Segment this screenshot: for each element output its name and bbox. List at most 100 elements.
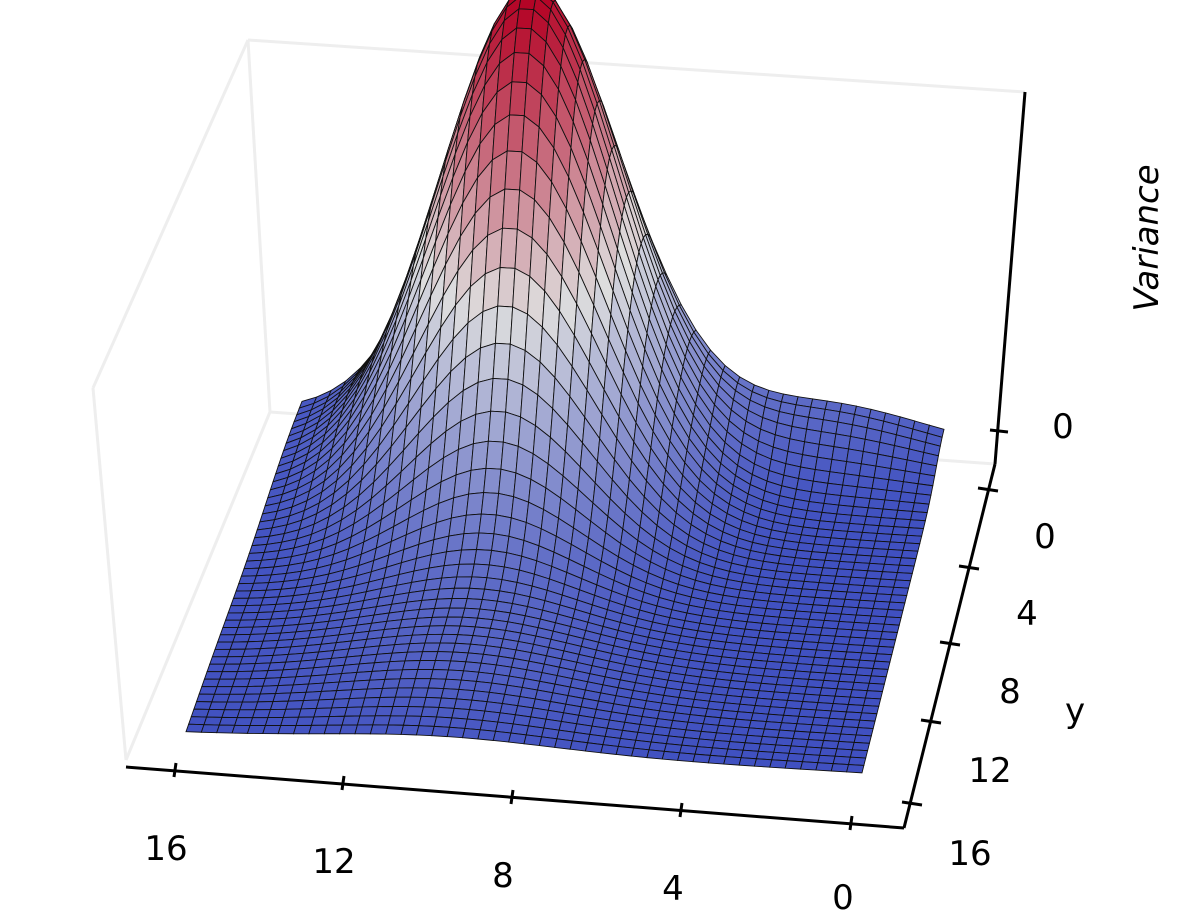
surface-facet xyxy=(855,727,874,737)
surface-facet xyxy=(323,724,343,735)
surface-facet xyxy=(849,514,867,526)
y-axis-tick xyxy=(939,640,961,647)
surface-facet xyxy=(372,715,392,726)
surface-facet xyxy=(600,744,619,755)
surface-facet xyxy=(436,587,455,600)
surface-facet xyxy=(803,746,823,756)
surface-facet xyxy=(827,471,846,486)
surface-facet xyxy=(448,717,468,729)
surface-facet xyxy=(381,678,401,689)
surface-facet xyxy=(864,630,883,640)
surface-facet xyxy=(895,509,914,521)
surface-facet xyxy=(853,674,872,684)
surface-facet xyxy=(870,548,889,558)
surface-facet xyxy=(840,666,859,676)
surface-facet xyxy=(465,492,485,516)
surface-facet xyxy=(840,484,858,498)
surface-facet xyxy=(379,687,399,698)
x-tick-label: 12 xyxy=(312,842,355,882)
axis-ticks xyxy=(172,428,1009,831)
surface-facet xyxy=(377,696,396,708)
surface-facet xyxy=(872,540,891,550)
surface-facet xyxy=(468,467,487,495)
surface-facet xyxy=(369,724,389,735)
surface-facet xyxy=(361,697,381,708)
surface-facet xyxy=(845,704,865,714)
surface-facet xyxy=(823,732,842,742)
surface-facet xyxy=(646,749,665,760)
surface-facet xyxy=(441,625,461,636)
surface-facet xyxy=(414,669,434,680)
surface-facet xyxy=(838,495,856,507)
surface-facet xyxy=(464,598,483,610)
surface-facet xyxy=(864,690,884,700)
surface-facet xyxy=(889,533,908,544)
surface-facet xyxy=(893,518,912,529)
surface-facet xyxy=(385,724,405,735)
surface-facet xyxy=(847,756,867,766)
surface-facet xyxy=(908,519,926,530)
y-axis-tick xyxy=(958,564,980,571)
surface-facet xyxy=(354,724,374,735)
surface-facet xyxy=(487,410,507,443)
surface-facet xyxy=(753,758,773,768)
surface-facet xyxy=(856,475,875,489)
surface-facet xyxy=(453,576,473,589)
surface-facet xyxy=(870,608,889,618)
surface-facet xyxy=(277,725,297,735)
surface-facet xyxy=(410,687,429,698)
surface-facet xyxy=(896,564,915,574)
x-tick-labels: 16 12 8 4 0 xyxy=(144,829,853,910)
surface-facet xyxy=(430,669,449,680)
surface-facet xyxy=(310,716,330,726)
surface-facet xyxy=(185,723,205,733)
surface-facet xyxy=(861,585,880,595)
surface-facet xyxy=(832,635,851,645)
surface-facet xyxy=(427,678,447,689)
surface-facet xyxy=(868,615,887,625)
surface-facet xyxy=(458,679,478,692)
surface-facet xyxy=(865,507,884,519)
surface-facet xyxy=(817,754,836,765)
surface-facet xyxy=(738,757,758,767)
surface-facet xyxy=(341,715,361,726)
surface-facet xyxy=(834,688,853,698)
surface-facet xyxy=(842,718,861,729)
surface-facet xyxy=(326,715,346,726)
surface-facet xyxy=(853,614,872,624)
surface-facet xyxy=(434,651,454,662)
surface-facet xyxy=(249,717,269,727)
surface-facet xyxy=(507,343,526,386)
surface-facet xyxy=(328,706,348,718)
surface-facet xyxy=(246,725,266,735)
surface-facet xyxy=(439,633,459,644)
surface-facet xyxy=(404,651,424,662)
surface-mesh xyxy=(185,0,945,774)
z-axis-tick xyxy=(989,428,1009,434)
surface-facet xyxy=(799,761,819,771)
z-axis-title: Variance xyxy=(1127,164,1167,311)
surface-facet xyxy=(887,601,906,611)
surface-facet xyxy=(807,731,827,741)
y-tick-label: 4 xyxy=(1016,594,1038,634)
surface-facet xyxy=(480,492,500,516)
surface-facet xyxy=(223,701,244,711)
surface-facet xyxy=(885,608,904,619)
surface-facet xyxy=(498,468,517,498)
surface-facet xyxy=(878,638,897,648)
surface-facet xyxy=(485,440,504,470)
surface-facet xyxy=(844,461,862,477)
surface-facet xyxy=(426,625,446,635)
surface-facet xyxy=(216,724,236,734)
surface-facet xyxy=(402,715,422,727)
surface-facet xyxy=(821,740,840,750)
surface-facet xyxy=(677,752,696,763)
surface-facet xyxy=(511,52,530,84)
surface-facet xyxy=(476,532,495,551)
surface-facet xyxy=(431,725,451,738)
surface-facet xyxy=(852,561,871,572)
surface-facet xyxy=(449,598,468,609)
axis-lines xyxy=(125,91,1027,830)
surface-facet xyxy=(855,607,874,617)
surface-facet xyxy=(190,708,210,718)
